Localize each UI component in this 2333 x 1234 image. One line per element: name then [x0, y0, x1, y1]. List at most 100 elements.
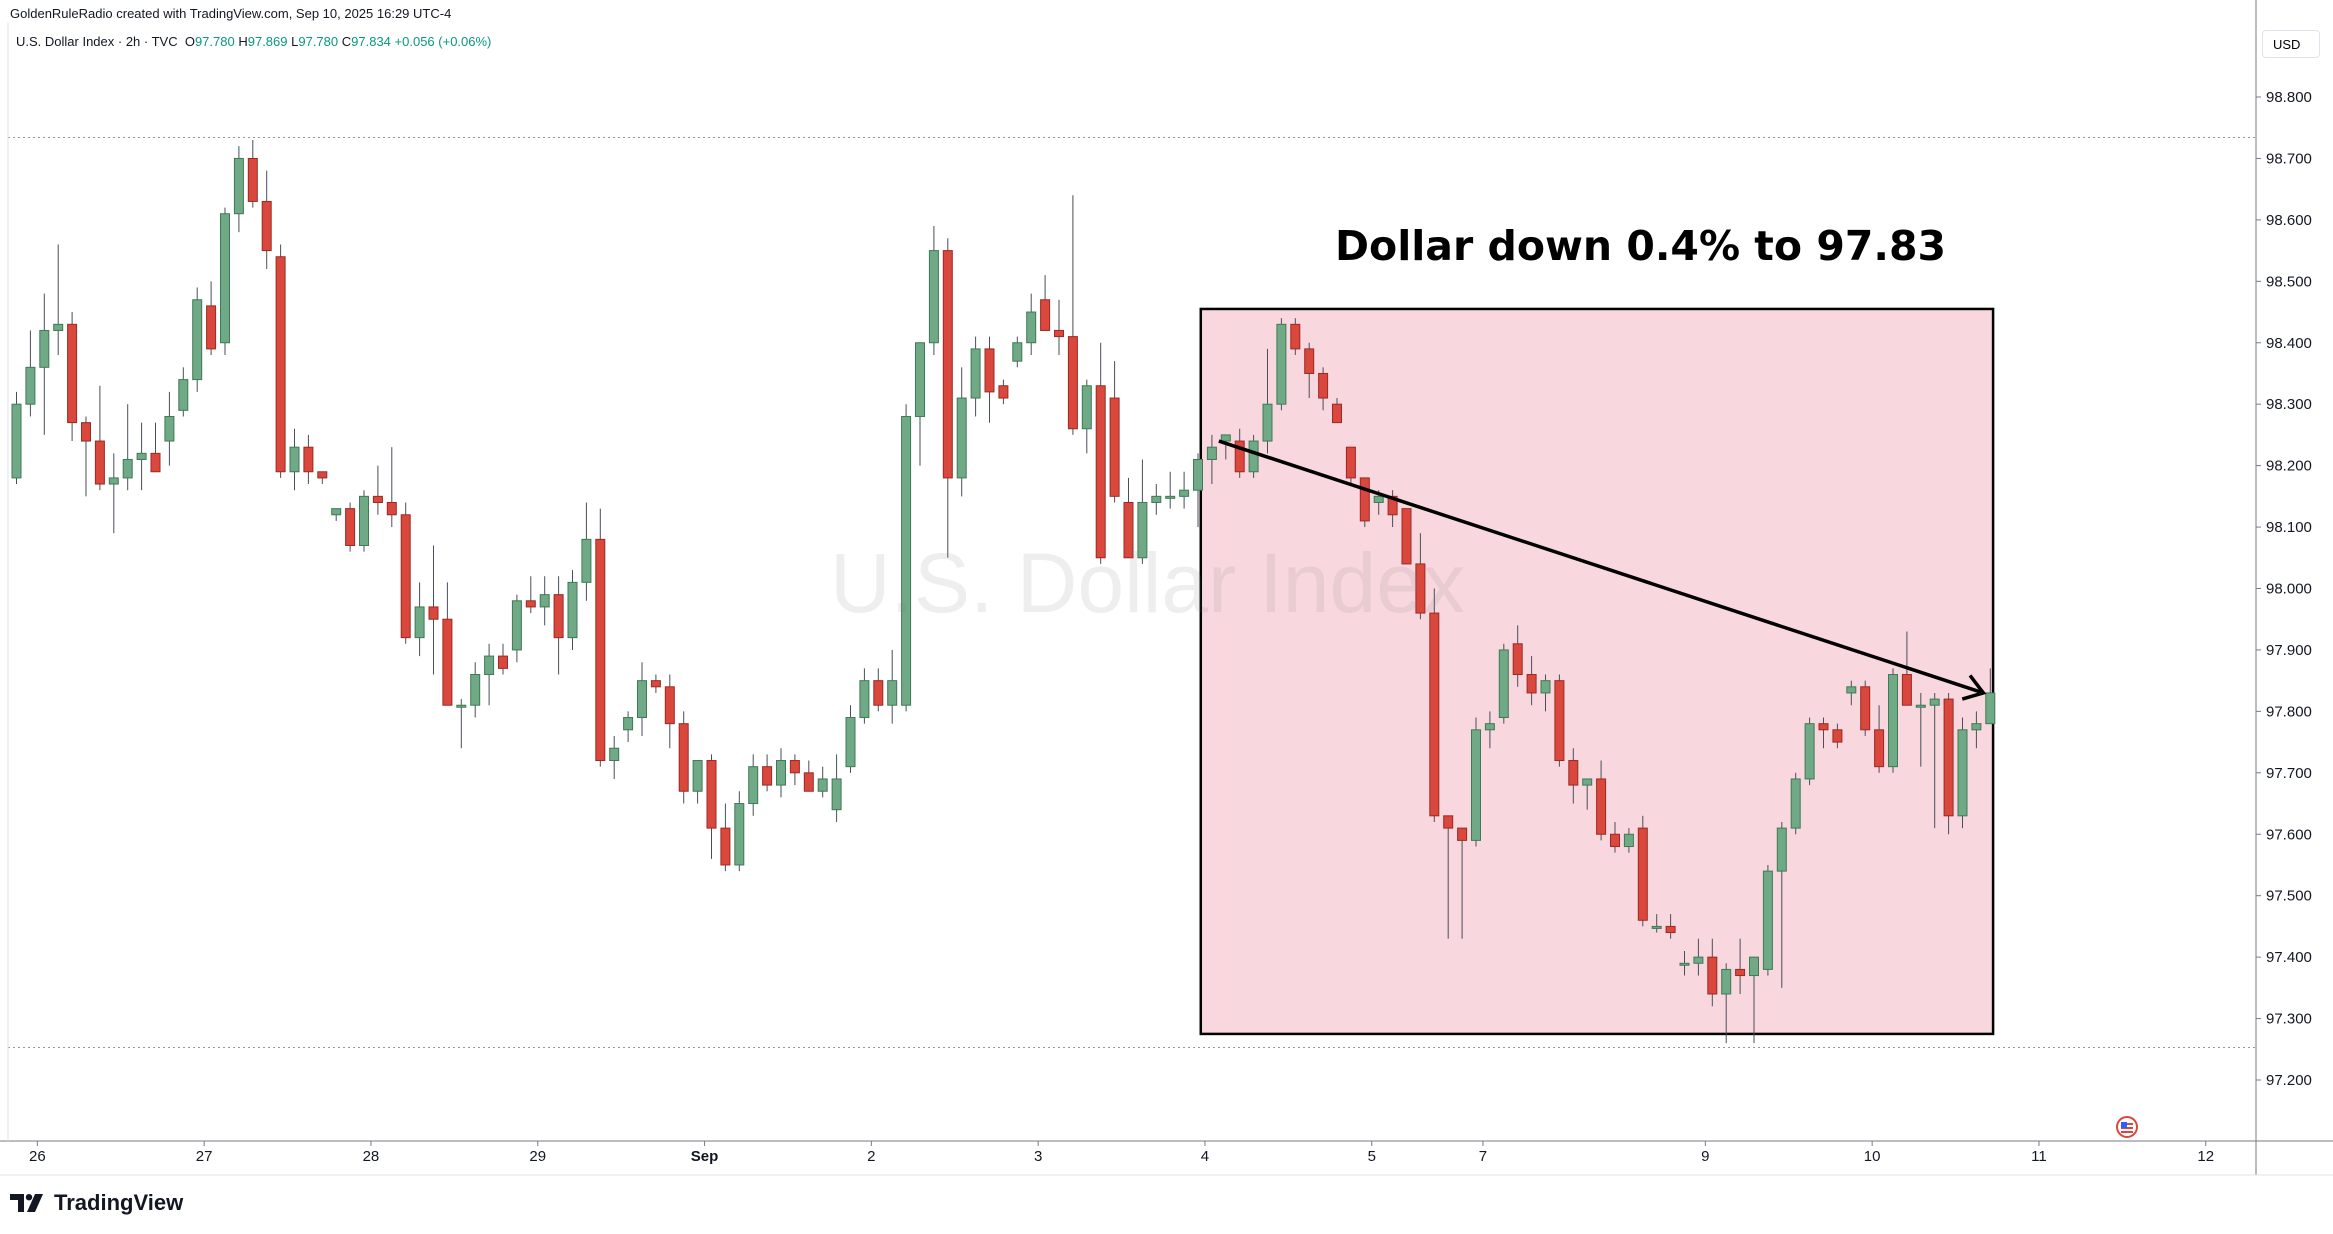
candle[interactable] — [428, 545, 439, 675]
candle[interactable] — [776, 748, 786, 798]
candle[interactable] — [414, 582, 425, 657]
candle[interactable] — [1540, 674, 1551, 712]
candle[interactable] — [1651, 914, 1662, 933]
symbol-legend[interactable]: U.S. Dollar Index · 2h · TVC O97.780 H97… — [16, 34, 491, 49]
candle[interactable] — [1429, 588, 1440, 822]
candle[interactable] — [81, 416, 91, 497]
candle[interactable] — [94, 385, 105, 491]
candle[interactable] — [1387, 490, 1398, 528]
candle[interactable] — [942, 238, 953, 558]
candle[interactable] — [1762, 864, 1773, 976]
candle[interactable] — [456, 699, 467, 749]
candle[interactable] — [623, 711, 634, 743]
tradingview-logo[interactable]: TradingView — [10, 1190, 183, 1216]
candle[interactable] — [1234, 428, 1245, 478]
candle[interactable] — [1693, 938, 1704, 976]
candle[interactable] — [887, 649, 898, 724]
candle[interactable] — [1359, 477, 1370, 528]
candle[interactable] — [1290, 318, 1301, 356]
highlight-box[interactable] — [1199, 307, 1995, 1036]
candle[interactable] — [1304, 342, 1315, 399]
candle[interactable] — [553, 576, 564, 675]
candle[interactable] — [1179, 471, 1190, 509]
candle[interactable] — [762, 754, 773, 792]
candle[interactable] — [915, 342, 925, 466]
candle[interactable] — [498, 643, 508, 675]
candle[interactable] — [859, 668, 870, 724]
candle[interactable] — [1151, 484, 1162, 515]
candle[interactable] — [1874, 705, 1885, 773]
candle[interactable] — [345, 502, 356, 552]
candle[interactable] — [567, 570, 578, 650]
candle[interactable] — [748, 754, 759, 816]
candle[interactable] — [442, 582, 453, 706]
candle[interactable] — [1095, 342, 1106, 564]
candle[interactable] — [1484, 711, 1495, 749]
candle[interactable] — [1623, 828, 1634, 853]
candle[interactable] — [400, 502, 411, 644]
candle[interactable] — [1929, 692, 1940, 829]
candle[interactable] — [220, 207, 230, 356]
candle[interactable] — [1679, 950, 1690, 976]
candle[interactable] — [150, 422, 161, 473]
candle[interactable] — [1401, 508, 1412, 565]
candle[interactable] — [1054, 299, 1064, 356]
candle[interactable] — [53, 244, 64, 356]
candle[interactable] — [178, 367, 189, 417]
candle[interactable] — [1790, 772, 1801, 835]
candle[interactable] — [1832, 723, 1843, 749]
candle[interactable] — [1512, 625, 1523, 687]
candle[interactable] — [845, 705, 856, 773]
currency-selector[interactable]: USD — [2262, 30, 2320, 58]
candle[interactable] — [1860, 680, 1871, 736]
candle[interactable] — [386, 447, 397, 528]
candle[interactable] — [928, 226, 939, 356]
candle[interactable] — [1971, 711, 1982, 749]
candle[interactable] — [609, 735, 620, 779]
candle[interactable] — [372, 465, 383, 515]
candle[interactable] — [1220, 434, 1231, 460]
candle[interactable] — [1596, 760, 1607, 841]
candle[interactable] — [720, 803, 731, 872]
candle[interactable] — [789, 754, 800, 786]
candle[interactable] — [984, 336, 995, 423]
candle[interactable] — [1276, 318, 1287, 411]
candle[interactable] — [1846, 680, 1857, 706]
candle[interactable] — [317, 471, 328, 485]
candle[interactable] — [1637, 815, 1648, 927]
candle[interactable] — [734, 791, 745, 872]
candle[interactable] — [1721, 963, 1732, 1044]
candle[interactable] — [595, 508, 606, 767]
candle[interactable] — [1123, 477, 1134, 559]
candle[interactable] — [1568, 748, 1579, 804]
candle[interactable] — [261, 170, 272, 270]
candle[interactable] — [331, 508, 342, 521]
trend-arrow-line[interactable] — [1218, 439, 1984, 695]
candle[interactable] — [1332, 398, 1342, 424]
candle[interactable] — [998, 379, 1009, 405]
candle[interactable] — [206, 281, 217, 356]
candle[interactable] — [956, 367, 967, 497]
candle[interactable] — [1526, 656, 1537, 706]
candle[interactable] — [511, 594, 522, 663]
candle[interactable] — [692, 760, 703, 804]
candle[interactable] — [1026, 293, 1037, 356]
candle[interactable] — [1735, 938, 1746, 994]
candle[interactable] — [122, 404, 133, 491]
candle[interactable] — [136, 422, 147, 491]
candle[interactable] — [706, 754, 717, 859]
candle[interactable] — [247, 140, 258, 208]
candle[interactable] — [664, 674, 675, 749]
candle[interactable] — [1457, 827, 1468, 939]
candle[interactable] — [108, 453, 119, 534]
candle[interactable] — [539, 576, 550, 626]
candle[interactable] — [1818, 717, 1829, 749]
candle[interactable] — [831, 754, 842, 822]
candle[interactable] — [11, 391, 22, 485]
candle[interactable] — [678, 711, 689, 804]
candle[interactable] — [303, 434, 314, 485]
candle[interactable] — [470, 662, 481, 718]
candle[interactable] — [1804, 717, 1815, 786]
candle[interactable] — [1943, 692, 1954, 835]
